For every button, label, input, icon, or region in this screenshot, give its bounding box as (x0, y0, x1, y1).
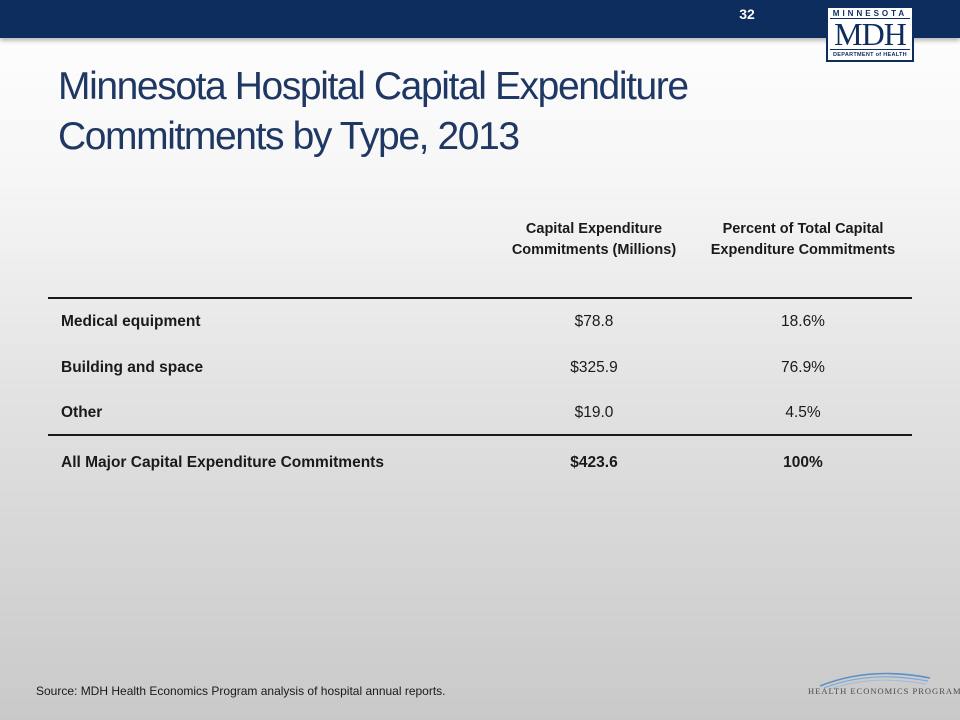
row-label: Building and space (61, 359, 204, 376)
health-economics-arc-icon (819, 672, 931, 691)
row-value: $78.8 (574, 313, 614, 330)
table-row: Medical equipment $78.8 18.6% (0, 313, 960, 333)
row-value: $423.6 (570, 454, 618, 471)
top-banner (0, 0, 960, 38)
logo-main-text: MDH (830, 18, 910, 50)
table-row: Building and space $325.9 76.9% (0, 359, 960, 379)
row-label: All Major Capital Expenditure Commitment… (61, 454, 384, 471)
row-percent: 76.9% (781, 359, 825, 376)
table-rule-total (48, 434, 912, 436)
table-row-total: All Major Capital Expenditure Commitment… (0, 454, 960, 474)
table-row: Other $19.0 4.5% (0, 404, 960, 424)
logo-top-text: MINNESOTA (832, 9, 908, 18)
mdh-logo: MINNESOTA MDH DEPARTMENT of HEALTH (826, 6, 914, 62)
column-header-percent: Percent of Total Capital Expenditure Com… (710, 221, 896, 258)
row-value: $325.9 (570, 359, 618, 376)
row-value: $19.0 (574, 404, 614, 421)
table-rule-top (48, 297, 912, 299)
column-header-commitments: Capital Expenditure Commitments (Million… (511, 221, 677, 258)
row-label: Other (61, 404, 103, 421)
page-title: Minnesota Hospital Capital Expenditure C… (58, 65, 689, 158)
source-note: Source: MDH Health Economics Program ana… (36, 684, 446, 698)
row-percent: 18.6% (781, 313, 825, 330)
health-economics-program-logo-text: HEALTH ECONOMICS PROGRAM (808, 686, 960, 696)
logo-bottom-text: DEPARTMENT of HEALTH (833, 52, 907, 58)
row-label: Medical equipment (61, 313, 201, 330)
row-percent: 4.5% (785, 404, 821, 421)
slide-number: 32 (739, 6, 755, 22)
row-percent: 100% (783, 454, 823, 471)
